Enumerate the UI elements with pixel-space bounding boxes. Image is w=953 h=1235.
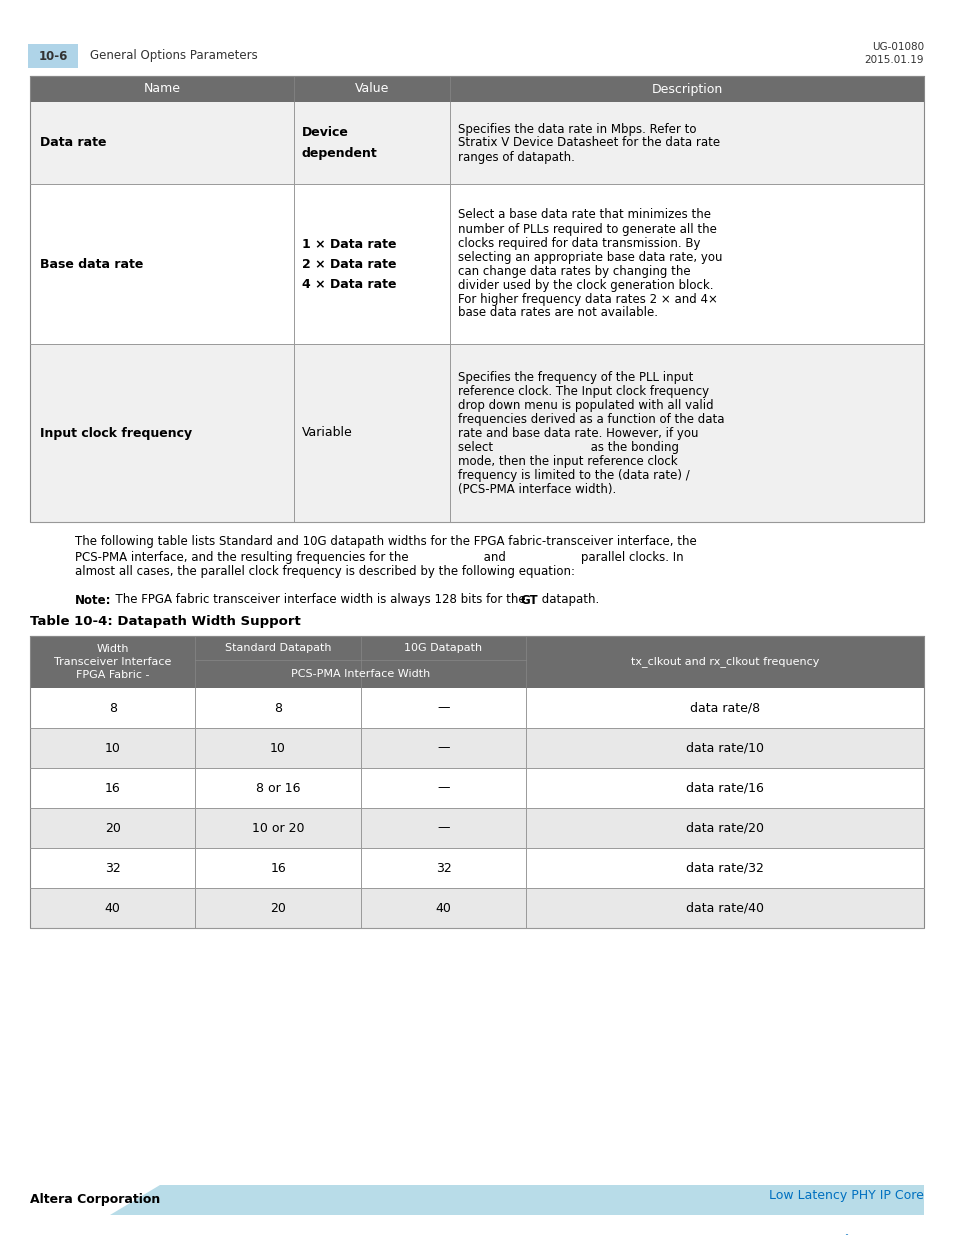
Bar xyxy=(30,345,923,522)
Text: dependent: dependent xyxy=(301,147,377,159)
Text: General Options Parameters: General Options Parameters xyxy=(90,49,257,63)
Text: 10G Datapath: 10G Datapath xyxy=(404,643,482,653)
Text: Value: Value xyxy=(355,83,389,95)
Text: Device: Device xyxy=(301,126,348,140)
Bar xyxy=(30,727,923,768)
Text: reference clock. The Input clock frequency: reference clock. The Input clock frequen… xyxy=(457,384,709,398)
Text: —: — xyxy=(436,741,449,755)
Text: ranges of datapath.: ranges of datapath. xyxy=(457,151,575,163)
Text: frequency is limited to the (data rate) /: frequency is limited to the (data rate) … xyxy=(457,468,689,482)
Polygon shape xyxy=(110,1186,923,1215)
Text: drop down menu is populated with all valid: drop down menu is populated with all val… xyxy=(457,399,713,411)
Text: rate and base data rate. However, if you: rate and base data rate. However, if you xyxy=(457,426,698,440)
Bar xyxy=(30,77,923,103)
Text: Input clock frequency: Input clock frequency xyxy=(40,426,192,440)
Text: 40: 40 xyxy=(105,902,120,914)
Text: almost all cases, the parallel clock frequency is described by the following equ: almost all cases, the parallel clock fre… xyxy=(75,566,575,578)
Text: 2015.01.19: 2015.01.19 xyxy=(863,56,923,65)
Text: selecting an appropriate base data rate, you: selecting an appropriate base data rate,… xyxy=(457,251,722,263)
Bar xyxy=(30,184,923,345)
Text: Base data rate: Base data rate xyxy=(40,258,143,270)
Text: Table 10-4: Datapath Width Support: Table 10-4: Datapath Width Support xyxy=(30,615,300,629)
Text: —: — xyxy=(436,821,449,835)
Text: PCS-PMA Interface Width: PCS-PMA Interface Width xyxy=(291,669,430,679)
Text: Standard Datapath: Standard Datapath xyxy=(225,643,331,653)
Text: 20: 20 xyxy=(270,902,286,914)
Text: Name: Name xyxy=(143,83,180,95)
Text: 10-6: 10-6 xyxy=(38,49,68,63)
Text: frequencies derived as a function of the data: frequencies derived as a function of the… xyxy=(457,412,724,426)
Text: select                          as the bonding: select as the bonding xyxy=(457,441,679,453)
Text: Width: Width xyxy=(96,643,129,655)
Text: data rate/8: data rate/8 xyxy=(689,701,760,715)
Bar xyxy=(30,848,923,888)
Text: 16: 16 xyxy=(270,862,286,874)
Bar xyxy=(30,888,923,927)
Text: data rate/10: data rate/10 xyxy=(685,741,763,755)
Text: 8 or 16: 8 or 16 xyxy=(255,782,300,794)
Text: The following table lists Standard and 10G datapath widths for the FPGA fabric-t: The following table lists Standard and 1… xyxy=(75,536,696,548)
Text: Select a base data rate that minimizes the: Select a base data rate that minimizes t… xyxy=(457,209,710,221)
Text: GT: GT xyxy=(519,594,537,606)
Text: Stratix V Device Datasheet for the data rate: Stratix V Device Datasheet for the data … xyxy=(457,137,720,149)
Text: Data rate: Data rate xyxy=(40,137,107,149)
Text: tx_clkout and rx_clkout frequency: tx_clkout and rx_clkout frequency xyxy=(630,657,819,667)
Text: 20: 20 xyxy=(105,821,120,835)
Text: Variable: Variable xyxy=(301,426,352,440)
Text: —: — xyxy=(436,701,449,715)
Text: base data rates are not available.: base data rates are not available. xyxy=(457,306,658,320)
Text: The FPGA fabric transceiver interface width is always 128 bits for the: The FPGA fabric transceiver interface wi… xyxy=(108,594,529,606)
Text: Altera Corporation: Altera Corporation xyxy=(30,1193,160,1207)
Text: data rate/20: data rate/20 xyxy=(685,821,763,835)
Text: 10 or 20: 10 or 20 xyxy=(252,821,304,835)
Text: Specifies the data rate in Mbps. Refer to: Specifies the data rate in Mbps. Refer t… xyxy=(457,122,696,136)
Text: 40: 40 xyxy=(436,902,451,914)
Text: —: — xyxy=(436,782,449,794)
Bar xyxy=(30,636,923,688)
Text: can change data rates by changing the: can change data rates by changing the xyxy=(457,264,690,278)
Text: Transceiver Interface: Transceiver Interface xyxy=(54,657,172,667)
Text: number of PLLs required to generate all the: number of PLLs required to generate all … xyxy=(457,222,717,236)
Text: Note:: Note: xyxy=(75,594,112,606)
Text: FPGA Fabric -: FPGA Fabric - xyxy=(76,671,150,680)
Text: 32: 32 xyxy=(436,862,451,874)
Text: UG-01080: UG-01080 xyxy=(871,42,923,52)
Text: 8: 8 xyxy=(109,701,116,715)
Bar xyxy=(30,688,923,727)
Text: 1 × Data rate: 1 × Data rate xyxy=(301,237,395,251)
Text: data rate/32: data rate/32 xyxy=(685,862,763,874)
Bar xyxy=(30,808,923,848)
Text: divider used by the clock generation block.: divider used by the clock generation blo… xyxy=(457,279,713,291)
Text: (PCS-PMA interface width).: (PCS-PMA interface width). xyxy=(457,483,616,495)
Bar xyxy=(30,77,923,522)
Bar xyxy=(30,103,923,184)
Text: clocks required for data transmission. By: clocks required for data transmission. B… xyxy=(457,236,700,249)
Text: 8: 8 xyxy=(274,701,282,715)
Text: PCS-PMA interface, and the resulting frequencies for the                    and : PCS-PMA interface, and the resulting fre… xyxy=(75,551,683,563)
Text: 32: 32 xyxy=(105,862,120,874)
Text: data rate/40: data rate/40 xyxy=(685,902,763,914)
Bar xyxy=(30,768,923,808)
Bar xyxy=(28,44,78,68)
Text: Description: Description xyxy=(651,83,722,95)
Text: Low Latency PHY IP Core: Low Latency PHY IP Core xyxy=(768,1188,923,1202)
Text: Specifies the frequency of the PLL input: Specifies the frequency of the PLL input xyxy=(457,370,693,384)
Text: 16: 16 xyxy=(105,782,120,794)
Text: data rate/16: data rate/16 xyxy=(685,782,763,794)
Bar xyxy=(30,636,923,927)
Text: 4 × Data rate: 4 × Data rate xyxy=(301,278,395,290)
Text: 2 × Data rate: 2 × Data rate xyxy=(301,258,395,270)
Text: datapath.: datapath. xyxy=(537,594,598,606)
Text: For higher frequency data rates 2 × and 4×: For higher frequency data rates 2 × and … xyxy=(457,293,718,305)
Text: 10: 10 xyxy=(105,741,120,755)
Text: mode, then the input reference clock: mode, then the input reference clock xyxy=(457,454,677,468)
Text: 10: 10 xyxy=(270,741,286,755)
